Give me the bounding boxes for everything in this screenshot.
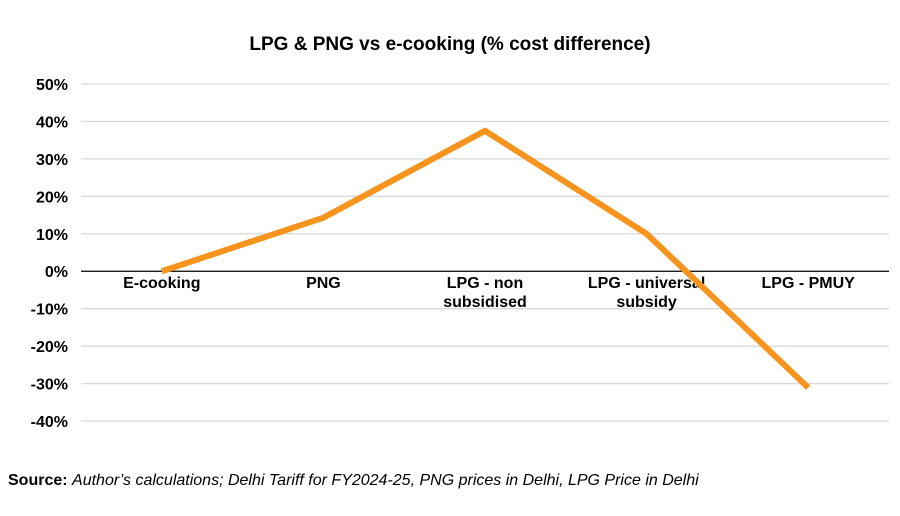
x-tick-label: E-cooking bbox=[123, 275, 200, 292]
y-tick-label: 30% bbox=[36, 152, 68, 169]
source-note: Source: Author’s calculations; Delhi Tar… bbox=[8, 472, 699, 490]
y-tick-label: 10% bbox=[36, 227, 68, 244]
y-tick-label: 50% bbox=[36, 77, 68, 94]
y-tick-label: -20% bbox=[31, 339, 68, 356]
source-label: Source: bbox=[8, 472, 68, 489]
x-tick-label: subsidised bbox=[443, 294, 527, 311]
y-tick-label: 0% bbox=[45, 264, 68, 281]
chart-title: LPG & PNG vs e-cooking (% cost differenc… bbox=[249, 34, 651, 55]
y-tick-label: 40% bbox=[36, 114, 68, 131]
y-tick-label: -40% bbox=[31, 414, 68, 431]
x-tick-label: subsidy bbox=[616, 294, 677, 311]
series-line bbox=[160, 127, 811, 390]
x-tick-label: LPG - PMUY bbox=[762, 275, 856, 292]
x-tick-label: LPG - universal bbox=[588, 275, 705, 292]
x-tick-label: PNG bbox=[306, 275, 341, 292]
y-tick-label: -10% bbox=[31, 302, 68, 319]
x-tick-label: LPG - non bbox=[447, 275, 523, 292]
source-text: Author’s calculations; Delhi Tariff for … bbox=[72, 472, 699, 489]
y-tick-label: 20% bbox=[36, 189, 68, 206]
y-tick-label: -30% bbox=[31, 377, 68, 394]
